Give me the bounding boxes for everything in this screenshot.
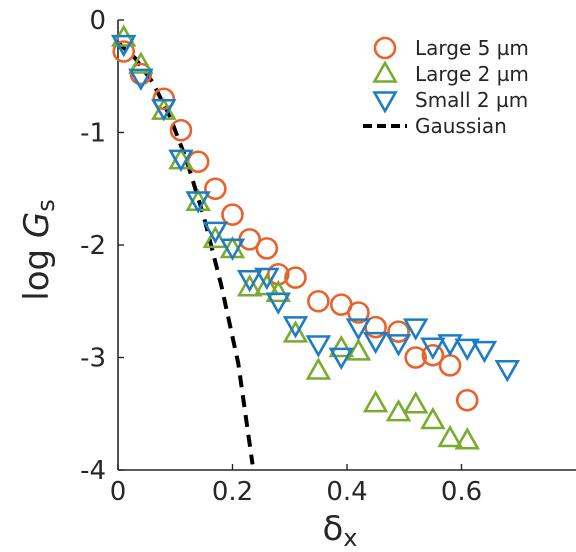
large-5um-point <box>204 177 227 201</box>
small-2um-point <box>202 221 229 245</box>
large-2um-point <box>328 334 355 358</box>
large-2um-point <box>236 274 263 297</box>
legend-small-2um-swatch <box>372 91 398 114</box>
large-5um-point <box>112 40 136 63</box>
small-2um-point <box>345 318 372 341</box>
small-2um-point <box>362 331 389 355</box>
x-tick-label: 0.6 <box>441 477 482 507</box>
small-2um-point <box>454 338 480 362</box>
large-2um-point <box>345 338 372 361</box>
small-2um-point <box>437 334 463 357</box>
legend-label: Large 2 µm <box>415 62 529 86</box>
legend-large-5um-swatch <box>373 36 397 60</box>
small-2um-point <box>236 269 263 293</box>
y-tick-label: -1 <box>80 119 106 149</box>
small-2um-point <box>128 68 154 92</box>
y-tick-label: -2 <box>80 231 106 261</box>
large-2um-point <box>305 357 332 380</box>
large-5um-point <box>307 289 330 313</box>
small-2um-point <box>402 318 429 341</box>
small-2um-point <box>185 191 211 214</box>
large-2um-point <box>282 320 309 343</box>
large-5um-point <box>284 266 307 289</box>
small-2um-point <box>471 340 498 364</box>
y-axis-label: log Gs <box>17 199 60 301</box>
small-2um-point <box>265 292 292 315</box>
large-5um-point <box>404 346 428 369</box>
small-2um-point <box>254 267 280 291</box>
x-tick-label: 0.2 <box>212 477 253 507</box>
large-2um-point <box>437 424 463 448</box>
gaussian-lines-layer <box>116 41 255 465</box>
y-tick-label: -3 <box>80 344 106 374</box>
markers-layer <box>110 24 521 450</box>
large-2um-point <box>420 406 446 430</box>
large-2um-point <box>385 398 412 422</box>
legend-large-2um-swatch <box>372 60 398 83</box>
y-tick-label: 0 <box>89 6 106 36</box>
small-2um-point <box>328 347 355 371</box>
gaussian-line <box>116 41 255 465</box>
large-2um-point <box>202 225 229 249</box>
large-5um-point <box>387 320 410 343</box>
small-2um-point <box>168 149 194 173</box>
legend-label: Gaussian <box>415 114 507 138</box>
x-tick-label: 0 <box>110 477 127 507</box>
large-5um-point <box>152 87 176 111</box>
ticks-layer: 0 0.2 0.4 0.6 0 -1 -2 -3 -4 <box>80 6 482 507</box>
x-tick-label: 0.4 <box>326 477 367 507</box>
small-2um-point <box>385 334 412 357</box>
small-2um-point <box>282 316 309 339</box>
small-2um-point <box>305 335 332 358</box>
legend-label: Large 5 µm <box>415 36 529 60</box>
large-5um-point <box>347 301 370 324</box>
large-5um-point <box>421 343 445 367</box>
y-tick-label: -4 <box>80 456 106 486</box>
large-5um-point <box>455 388 479 412</box>
large-2um-point <box>362 389 389 413</box>
large-2um-point <box>454 427 480 450</box>
legend-label: Small 2 µm <box>415 88 528 112</box>
large-5um-point <box>221 203 244 226</box>
small-2um-point <box>494 359 521 383</box>
large-5um-point <box>255 237 279 260</box>
x-axis-label: δx <box>322 509 357 552</box>
small-2um-point <box>110 34 137 58</box>
large-5um-point <box>129 62 153 86</box>
large-2um-point <box>128 51 154 74</box>
large-2um-point <box>402 391 429 414</box>
large-5um-point <box>169 118 193 142</box>
small-2um-point <box>219 238 246 261</box>
large-2um-point <box>265 279 292 303</box>
small-2um-point <box>151 98 177 122</box>
small-2um-point <box>420 337 446 360</box>
